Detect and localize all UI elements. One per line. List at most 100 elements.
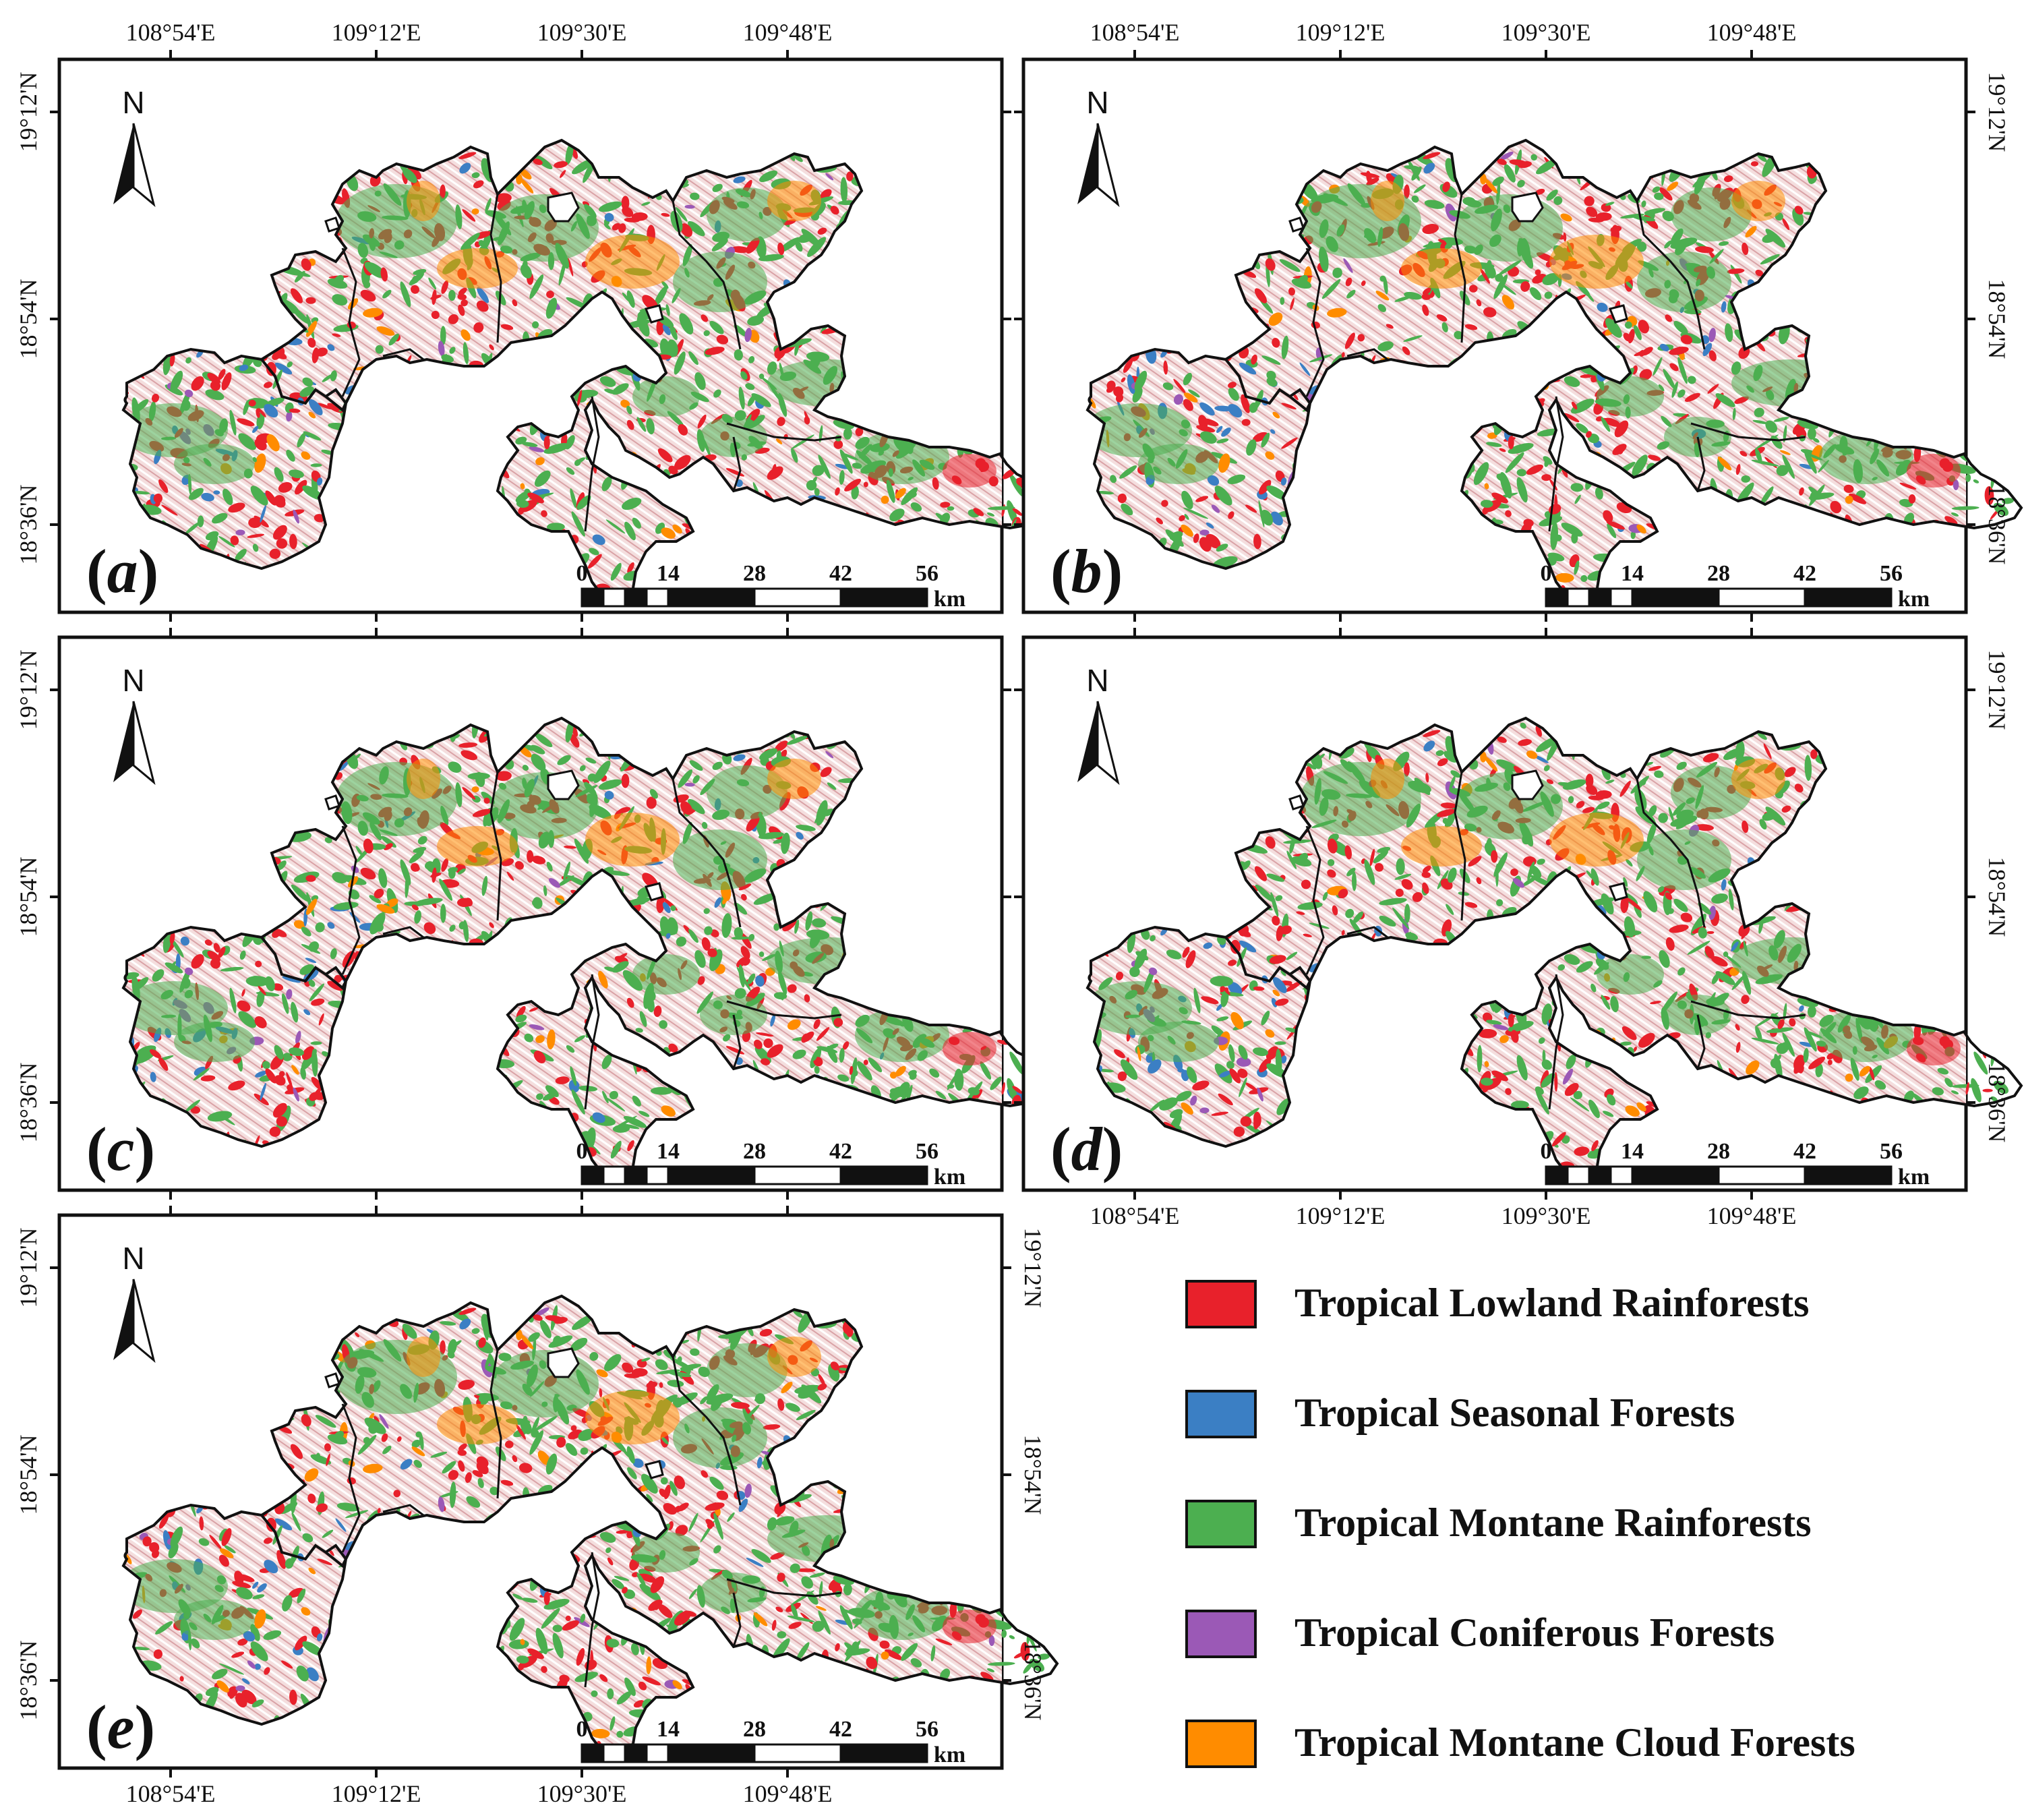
district-boundary	[672, 1356, 742, 1506]
latitude-label: 18°36'N	[1984, 1063, 2011, 1143]
north-arrow-icon: N	[113, 1241, 156, 1363]
legend-swatch	[1185, 1500, 1257, 1548]
scale-tick-label: 56	[916, 1139, 939, 1164]
district-boundary	[341, 1403, 361, 1553]
legend-label: Tropical Lowland Rainforests	[1294, 1281, 1809, 1325]
district-boundary	[489, 1349, 502, 1499]
district-boundary	[1548, 974, 1564, 1110]
district-boundary	[489, 771, 502, 921]
longitude-label: 109°12'E	[332, 1780, 421, 1807]
longitude-label: 109°30'E	[537, 1780, 627, 1807]
district-boundary	[726, 422, 842, 442]
latitude-label: 18°54'N	[1984, 279, 2011, 359]
longitude-label: 108°54'E	[1090, 19, 1180, 46]
latitude-label: 18°54'N	[1019, 1435, 1046, 1515]
latitude-label: 19°12'N	[1984, 72, 2011, 152]
longitude-label: 108°54'E	[126, 19, 216, 46]
district-boundary	[1454, 194, 1466, 343]
district-boundary	[1696, 1014, 1706, 1069]
latitude-label: 19°12'N	[15, 650, 42, 730]
district-boundary	[672, 200, 742, 350]
longitude-label: 109°48'E	[1707, 1202, 1797, 1229]
district-boundary	[732, 436, 742, 492]
district-boundary	[341, 825, 361, 975]
north-label: N	[122, 1241, 144, 1276]
legend: Tropical Lowland Rainforests Tropical Sea…	[1185, 1280, 1855, 1768]
latitude-label: 18°54'N	[15, 1435, 42, 1515]
district-boundary	[584, 396, 600, 532]
north-label: N	[1086, 85, 1108, 120]
district-boundary	[584, 1552, 600, 1688]
scale-unit: km	[1898, 1165, 1930, 1190]
scale-unit: km	[934, 1742, 965, 1767]
scale-tick-label: 14	[657, 561, 680, 586]
legend-item: Tropical Lowland Rainforests	[1185, 1280, 1809, 1328]
scale-tick-label: 14	[657, 1139, 680, 1164]
district-boundary	[1454, 771, 1466, 921]
north-label: N	[122, 663, 144, 698]
scale-tick-label: 42	[829, 1139, 852, 1164]
scale-tick-label: 0	[1541, 1139, 1552, 1164]
district-boundary	[1346, 348, 1388, 361]
longitude-label: 109°48'E	[743, 1780, 833, 1807]
scale-tick-label: 42	[1793, 1139, 1816, 1164]
longitude-label: 108°54'E	[1090, 1202, 1180, 1229]
scale-tick-label: 56	[916, 1717, 939, 1742]
district-boundary	[1636, 200, 1706, 350]
panel-label: (d)	[1050, 1115, 1123, 1183]
district-boundary	[341, 247, 361, 397]
legend-item: Tropical Montane Rainforests	[1185, 1500, 1812, 1548]
north-arrow-icon: N	[1077, 663, 1120, 786]
district-boundary	[1696, 436, 1706, 492]
legend-swatch	[1185, 1610, 1257, 1658]
legend-swatch	[1185, 1280, 1257, 1328]
longitude-label: 109°30'E	[1501, 1202, 1591, 1229]
scale-unit: km	[934, 587, 965, 612]
scale-tick-label: 28	[743, 1139, 766, 1164]
scale-tick-label: 56	[916, 561, 939, 586]
district-boundary	[726, 1000, 842, 1020]
latitude-label: 18°36'N	[15, 1641, 42, 1721]
longitude-label: 109°48'E	[743, 19, 833, 46]
district-boundary	[732, 1592, 742, 1647]
longitude-label: 108°54'E	[126, 1780, 216, 1807]
scale-tick-label: 28	[1707, 1139, 1730, 1164]
district-boundary	[1346, 926, 1388, 939]
legend-item: Tropical Montane Cloud Forests	[1185, 1720, 1855, 1768]
scale-tick-label: 14	[1621, 1139, 1644, 1164]
scale-tick-label: 14	[1621, 561, 1644, 586]
legend-label: Tropical Montane Rainforests	[1294, 1500, 1812, 1545]
scale-tick-label: 42	[1793, 561, 1816, 586]
scale-tick-label: 14	[657, 1717, 680, 1742]
north-arrow-icon: N	[1077, 85, 1120, 208]
scale-unit: km	[1898, 587, 1930, 612]
longitude-label: 109°48'E	[1707, 19, 1797, 46]
longitude-label: 109°12'E	[1296, 1202, 1386, 1229]
district-boundary	[382, 348, 424, 361]
district-boundary	[1690, 1000, 1806, 1020]
panel-label: (e)	[86, 1693, 155, 1761]
district-boundary	[1690, 422, 1806, 442]
north-label: N	[1086, 663, 1108, 698]
legend-label: Tropical Coniferous Forests	[1294, 1610, 1775, 1655]
latitude-label: 19°12'N	[15, 1228, 42, 1308]
scale-tick-label: 0	[576, 1139, 588, 1164]
district-boundary	[1305, 825, 1325, 975]
district-boundary	[489, 194, 502, 343]
district-boundary	[1636, 778, 1706, 928]
district-boundary	[672, 778, 742, 928]
district-boundary	[1548, 396, 1564, 532]
panel-label: (a)	[86, 537, 158, 606]
north-arrow-icon: N	[113, 663, 156, 786]
scale-tick-label: 28	[743, 561, 766, 586]
latitude-label: 19°12'N	[1019, 1228, 1046, 1308]
latitude-label: 18°36'N	[1984, 485, 2011, 565]
